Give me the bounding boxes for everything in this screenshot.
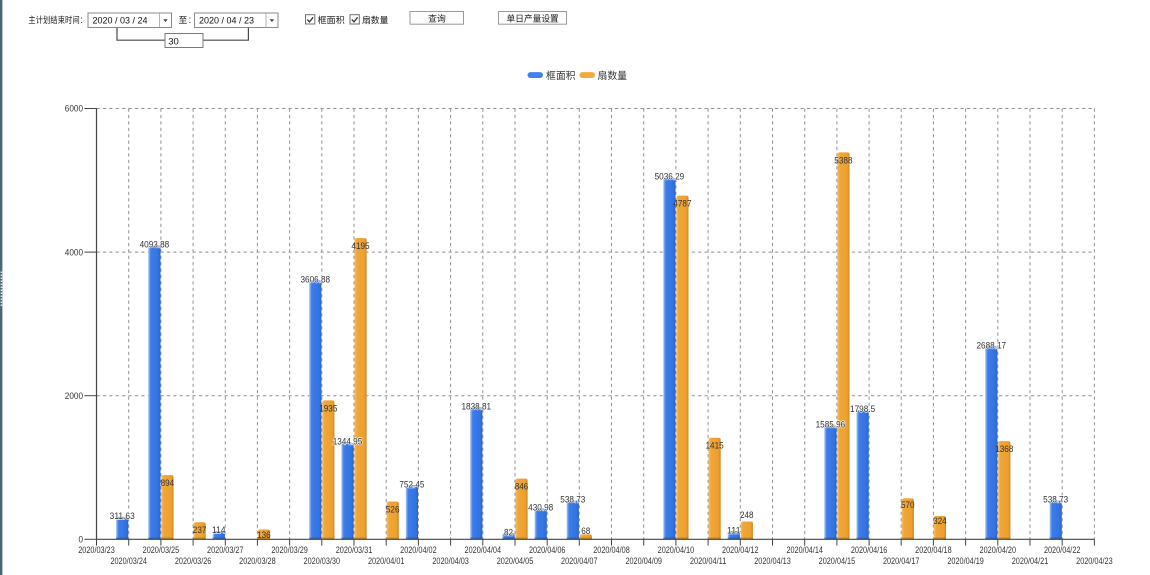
svg-text:0: 0 — [79, 535, 84, 545]
svg-text:1935: 1935 — [319, 403, 337, 413]
svg-text:2020/04/15: 2020/04/15 — [819, 556, 856, 566]
svg-text:2020/03/26: 2020/03/26 — [175, 556, 212, 566]
svg-text:2020/04/05: 2020/04/05 — [497, 556, 534, 566]
svg-text:2020/03/25: 2020/03/25 — [143, 545, 180, 555]
svg-text:1838.81: 1838.81 — [462, 401, 492, 411]
svg-text:2020/03/28: 2020/03/28 — [239, 556, 276, 566]
svg-text:2020/04/03: 2020/04/03 — [432, 556, 469, 566]
svg-text:570: 570 — [901, 500, 915, 510]
svg-text:1585.96: 1585.96 — [816, 419, 846, 429]
svg-text:1344.95: 1344.95 — [333, 437, 363, 447]
svg-text:2020/03/23: 2020/03/23 — [78, 545, 115, 555]
svg-text:430.98: 430.98 — [528, 502, 553, 512]
svg-text:2000: 2000 — [65, 391, 83, 401]
svg-text:2020/03/29: 2020/03/29 — [271, 545, 308, 555]
svg-text:30: 30 — [168, 36, 179, 47]
svg-text:846: 846 — [515, 482, 529, 492]
svg-text:68: 68 — [581, 526, 590, 536]
svg-text:248: 248 — [740, 510, 754, 520]
svg-text:526: 526 — [386, 505, 400, 515]
svg-text:2020/04/14: 2020/04/14 — [786, 545, 823, 555]
svg-text:2020/04/17: 2020/04/17 — [883, 556, 920, 566]
svg-text:324: 324 — [933, 516, 947, 526]
svg-text:5036.29: 5036.29 — [655, 172, 685, 182]
svg-text:538.73: 538.73 — [560, 495, 585, 505]
svg-text:1798.5: 1798.5 — [850, 404, 875, 414]
svg-text:2020/04/12: 2020/04/12 — [722, 545, 759, 555]
svg-text:1415: 1415 — [706, 441, 724, 451]
svg-text:2020 / 04 / 23: 2020 / 04 / 23 — [199, 16, 254, 27]
svg-text:2020/04/19: 2020/04/19 — [947, 556, 984, 566]
svg-text:4093.88: 4093.88 — [140, 239, 170, 249]
svg-text:4000: 4000 — [65, 247, 83, 257]
svg-text:2020/04/21: 2020/04/21 — [1012, 556, 1049, 566]
svg-text::: : — [189, 15, 192, 26]
svg-text:538.73: 538.73 — [1043, 495, 1068, 505]
svg-text:3606.88: 3606.88 — [301, 274, 331, 284]
svg-text:2020/04/16: 2020/04/16 — [851, 545, 888, 555]
svg-text:2688.17: 2688.17 — [977, 340, 1007, 350]
svg-text:894: 894 — [161, 478, 175, 488]
svg-text:2020 / 03 / 24: 2020 / 03 / 24 — [93, 16, 148, 27]
svg-text:2020/03/27: 2020/03/27 — [207, 545, 244, 555]
svg-text:5388: 5388 — [834, 155, 852, 165]
svg-text:114: 114 — [212, 525, 226, 535]
svg-text:111: 111 — [727, 525, 741, 535]
svg-text:82: 82 — [504, 527, 513, 537]
svg-text:2020/04/20: 2020/04/20 — [980, 545, 1017, 555]
svg-text:1368: 1368 — [995, 444, 1013, 454]
svg-text:2020/04/07: 2020/04/07 — [561, 556, 598, 566]
svg-text:2020/04/18: 2020/04/18 — [915, 545, 952, 555]
svg-text:2020/04/11: 2020/04/11 — [690, 556, 727, 566]
svg-text:4787: 4787 — [673, 199, 691, 209]
svg-text:2020/04/13: 2020/04/13 — [754, 556, 791, 566]
svg-text:2020/04/06: 2020/04/06 — [529, 545, 566, 555]
svg-text:237: 237 — [193, 525, 207, 535]
svg-text:136: 136 — [257, 530, 271, 540]
svg-text:2020/04/02: 2020/04/02 — [400, 545, 437, 555]
svg-text:6000: 6000 — [65, 104, 83, 114]
svg-text:2020/03/31: 2020/03/31 — [336, 545, 373, 555]
svg-text:2020/04/09: 2020/04/09 — [625, 556, 662, 566]
svg-text:2020/04/04: 2020/04/04 — [465, 545, 502, 555]
svg-text:2020/03/24: 2020/03/24 — [110, 556, 147, 566]
svg-text:2020/04/10: 2020/04/10 — [658, 545, 695, 555]
svg-text:2020/04/08: 2020/04/08 — [593, 545, 630, 555]
svg-text:2020/03/30: 2020/03/30 — [304, 556, 341, 566]
svg-text:2020/04/22: 2020/04/22 — [1044, 545, 1081, 555]
svg-text::: : — [80, 15, 83, 26]
svg-text:752.45: 752.45 — [399, 479, 424, 489]
svg-text:2020/04/01: 2020/04/01 — [368, 556, 405, 566]
svg-text:4195: 4195 — [351, 241, 369, 251]
svg-text:311.63: 311.63 — [110, 511, 135, 521]
svg-text:2020/04/23: 2020/04/23 — [1076, 556, 1113, 566]
